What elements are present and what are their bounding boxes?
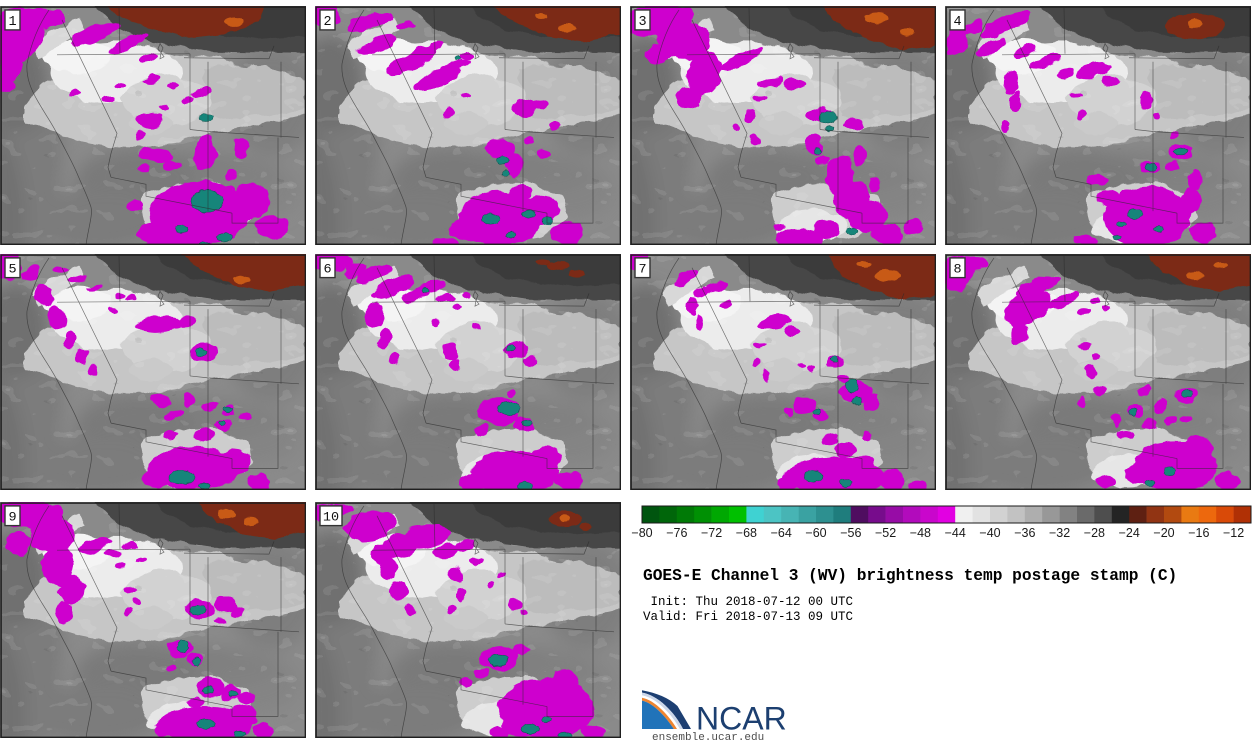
svg-text:−24: −24 — [1119, 526, 1140, 540]
svg-text:−64: −64 — [771, 526, 792, 540]
svg-text:−36: −36 — [1014, 526, 1035, 540]
svg-text:5: 5 — [8, 263, 16, 278]
svg-text:−40: −40 — [979, 526, 1000, 540]
svg-text:−48: −48 — [910, 526, 931, 540]
svg-text:4: 4 — [953, 15, 961, 30]
svg-text:NCAR: NCAR — [696, 701, 787, 734]
svg-text:−32: −32 — [1049, 526, 1070, 540]
svg-text:7: 7 — [638, 263, 646, 278]
svg-text:8: 8 — [953, 263, 961, 278]
svg-text:−12: −12 — [1223, 526, 1244, 540]
svg-text:−56: −56 — [840, 526, 861, 540]
svg-text:−72: −72 — [701, 526, 722, 540]
svg-text:9: 9 — [8, 511, 16, 526]
svg-text:6: 6 — [323, 263, 331, 278]
svg-text:−16: −16 — [1188, 526, 1209, 540]
svg-text:−52: −52 — [875, 526, 896, 540]
svg-text:−44: −44 — [945, 526, 966, 540]
svg-text:10: 10 — [323, 511, 339, 526]
svg-text:−68: −68 — [736, 526, 757, 540]
svg-text:3: 3 — [638, 15, 646, 30]
svg-text:1: 1 — [8, 15, 16, 30]
svg-text:−80: −80 — [631, 526, 652, 540]
svg-text:−60: −60 — [805, 526, 826, 540]
svg-text:−28: −28 — [1084, 526, 1105, 540]
svg-text:−20: −20 — [1153, 526, 1174, 540]
svg-text:−76: −76 — [666, 526, 687, 540]
svg-text:2: 2 — [323, 15, 331, 30]
